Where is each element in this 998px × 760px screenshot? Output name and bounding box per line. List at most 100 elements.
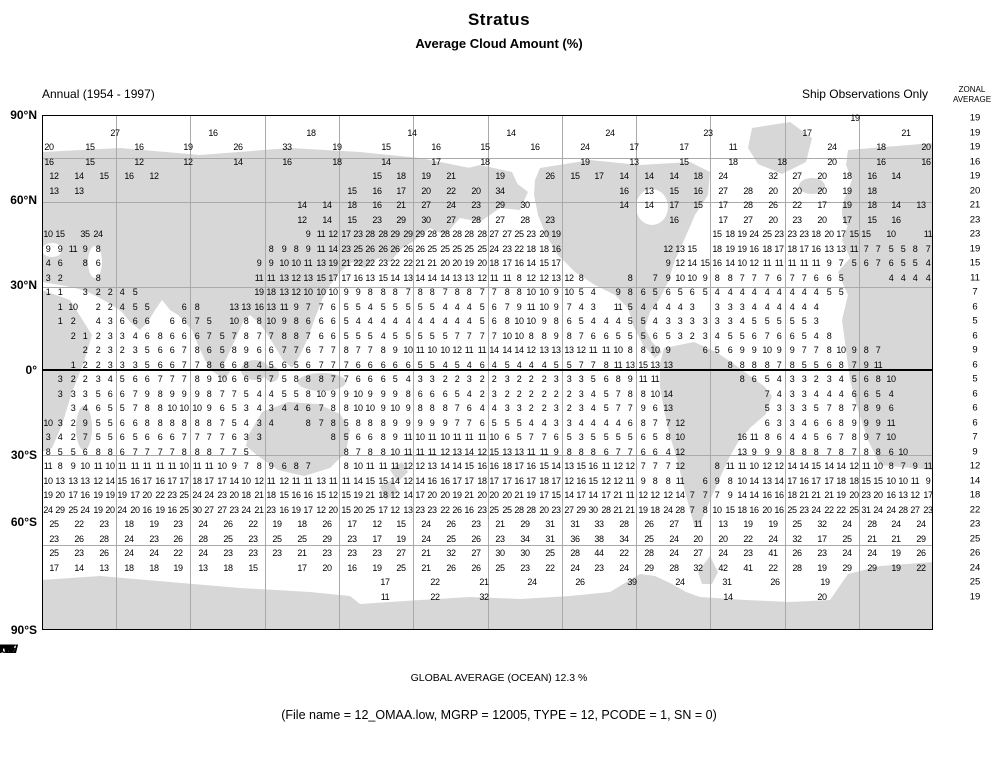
- zonal-average-value: 26: [969, 547, 981, 559]
- grid-value: 18: [867, 186, 877, 196]
- grid-value: 8: [343, 345, 349, 355]
- grid-value: 30: [588, 505, 598, 515]
- grid-value: 28: [471, 215, 481, 225]
- grid-value: 22: [440, 505, 450, 515]
- grid-value: 8: [194, 345, 200, 355]
- grid-value: 19: [836, 490, 846, 500]
- grid-value: 19: [93, 490, 103, 500]
- grid-value: 5: [367, 331, 373, 341]
- grid-value: 4: [355, 316, 361, 326]
- grid-value: 24: [192, 490, 202, 500]
- grid-value: 21: [824, 490, 834, 500]
- grid-value: 23: [799, 229, 809, 239]
- grid-value: 8: [838, 360, 844, 370]
- grid-value: 9: [45, 244, 51, 254]
- grid-value: 29: [390, 229, 400, 239]
- grid-value: 6: [776, 331, 782, 341]
- grid-value: 6: [169, 432, 175, 442]
- grid-value: 15: [378, 273, 388, 283]
- grid-value: 5: [813, 432, 819, 442]
- grid-value: 17: [836, 229, 846, 239]
- grid-value: 7: [851, 447, 857, 457]
- grid-value: 20: [827, 157, 837, 167]
- grid-value: 19: [891, 563, 901, 573]
- grid-value: 15: [341, 490, 351, 500]
- grid-value: 19: [638, 505, 648, 515]
- grid-value: 8: [640, 418, 646, 428]
- grid-value: 10: [316, 287, 326, 297]
- grid-value: 17: [679, 142, 689, 152]
- global-average-label: GLOBAL AVERAGE (OCEAN) 12.3 %: [410, 672, 588, 684]
- grid-value: 8: [380, 447, 386, 457]
- grid-value: 24: [749, 229, 759, 239]
- grid-value: 19: [768, 519, 778, 529]
- grid-value: 8: [714, 461, 720, 471]
- grid-value: 13: [403, 505, 413, 515]
- grid-value: 4: [454, 316, 460, 326]
- grid-value: 7: [355, 447, 361, 457]
- longitude-axis-label: 30°E: [0, 642, 14, 656]
- grid-value: 4: [764, 287, 770, 297]
- grid-value: 20: [849, 490, 859, 500]
- grid-value: 23: [526, 229, 536, 239]
- grid-value: 22: [248, 519, 258, 529]
- grid-value: 16: [44, 157, 54, 167]
- grid-value: 3: [566, 374, 572, 384]
- grid-value: 28: [520, 215, 530, 225]
- grid-value: 13: [229, 302, 239, 312]
- grid-value: 24: [669, 534, 679, 544]
- grid-value: 4: [739, 316, 745, 326]
- grid-value: 8: [714, 273, 720, 283]
- grid-value: 17: [811, 476, 821, 486]
- grid-value: 8: [281, 331, 287, 341]
- grid-value: 7: [181, 374, 187, 384]
- grid-value: 11: [638, 374, 648, 384]
- grid-value: 14: [663, 389, 673, 399]
- grid-value: 6: [119, 316, 125, 326]
- grid-value: 28: [867, 519, 877, 529]
- grid-value: 35: [80, 229, 90, 239]
- grid-value: 18: [489, 258, 499, 268]
- grid-value: 20: [477, 258, 487, 268]
- grid-value: 7: [851, 403, 857, 413]
- grid-value: 3: [789, 374, 795, 384]
- grid-value: 29: [644, 563, 654, 573]
- grid-value: 17: [842, 215, 852, 225]
- grid-value: 7: [652, 461, 658, 471]
- grid-value: 10: [316, 389, 326, 399]
- grid-value: 2: [95, 345, 101, 355]
- grid-value: 26: [378, 244, 388, 254]
- grid-value: 7: [627, 447, 633, 457]
- longitude-axis-label: 60°E: [0, 642, 14, 656]
- grid-value: 16: [514, 476, 524, 486]
- grid-value: 9: [764, 447, 770, 457]
- grid-value: 8: [367, 287, 373, 297]
- grid-value: 8: [380, 287, 386, 297]
- grid-value: 19: [725, 244, 735, 254]
- longitude-axis-label: 150°E: [0, 642, 17, 656]
- grid-value: 4: [925, 273, 931, 283]
- grid-value: 16: [80, 490, 90, 500]
- grid-value: 3: [95, 374, 101, 384]
- grid-value: 7: [268, 374, 274, 384]
- grid-value: 19: [396, 534, 406, 544]
- grid-value: 34: [495, 186, 505, 196]
- grid-value: 13: [74, 186, 84, 196]
- grid-value: 4: [652, 302, 658, 312]
- grid-value: 3: [119, 360, 125, 370]
- grid-value: 4: [491, 360, 497, 370]
- grid-value: 3: [801, 374, 807, 384]
- grid-value: 32: [479, 592, 489, 602]
- grid-value: 5: [789, 316, 795, 326]
- grid-value: 9: [553, 302, 559, 312]
- grid-value: 15: [489, 447, 499, 457]
- grid-value: 28: [644, 548, 654, 558]
- grid-value: 20: [768, 186, 778, 196]
- grid-value: 15: [551, 490, 561, 500]
- grid-value: 7: [689, 490, 695, 500]
- grid-value: 6: [826, 418, 832, 428]
- grid-value: 12: [328, 490, 338, 500]
- latitude-gridline: [42, 158, 933, 159]
- grid-value: 9: [640, 476, 646, 486]
- grid-value: 4: [813, 389, 819, 399]
